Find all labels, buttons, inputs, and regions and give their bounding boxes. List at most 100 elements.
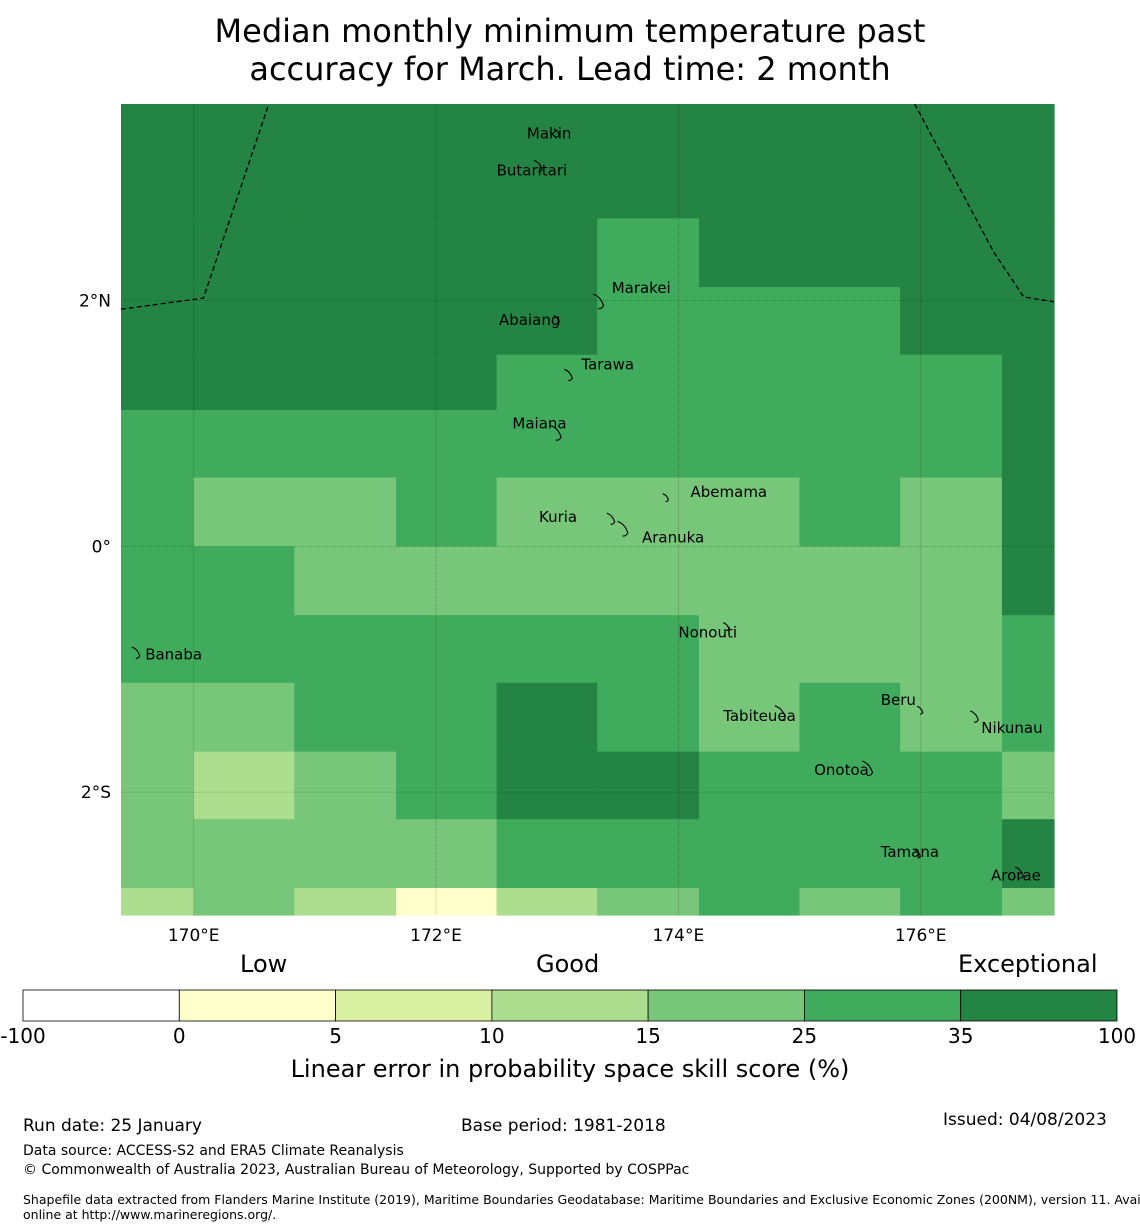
grid-cell	[900, 477, 1003, 547]
grid-cell	[1001, 819, 1055, 889]
grid-cell	[496, 354, 598, 411]
grid-cell	[193, 888, 295, 916]
grid-cell	[396, 218, 498, 288]
x-tick-label: 174°E	[653, 926, 705, 946]
grid-cell	[193, 477, 295, 547]
x-tick-label: 170°E	[168, 926, 220, 946]
grid-cell	[294, 354, 397, 411]
grid-cell	[294, 888, 397, 916]
grid-cell	[193, 615, 295, 684]
island-outline	[1014, 866, 1024, 879]
colorbar-tick-label: 100	[1098, 1024, 1136, 1048]
grid-cell	[294, 104, 397, 219]
colorbar: -100 0 5 10 15 25 35 100	[0, 989, 1136, 1048]
grid-cell	[121, 477, 195, 547]
grid-cell	[193, 546, 295, 616]
grid-cell	[193, 354, 295, 411]
island-label: Tamana	[880, 843, 939, 861]
grid-cell	[1001, 888, 1055, 916]
grid-cell	[900, 615, 1003, 684]
grid-cell	[1001, 546, 1055, 616]
colorbar-swatch	[647, 989, 805, 1022]
grid-cell	[396, 546, 498, 616]
grid-cell	[597, 354, 700, 411]
grid-cell	[294, 287, 397, 356]
x-tick-label: 172°E	[410, 926, 462, 946]
grid-cell	[699, 354, 801, 411]
colorbar-swatch	[960, 989, 1118, 1022]
island-label: Tabiteuea	[722, 707, 796, 725]
grid-cell	[900, 104, 1003, 219]
grid-cell	[396, 888, 498, 916]
grid-cell	[799, 888, 901, 916]
y-tick-label: 2°N	[79, 292, 111, 312]
island-outline	[131, 646, 141, 659]
grid-cell	[193, 819, 295, 889]
grid-cell	[1001, 615, 1055, 684]
colorbar-tick-label: 15	[635, 1024, 660, 1048]
grid-cell	[396, 287, 498, 356]
colorbar-tick-label: 25	[792, 1024, 817, 1048]
grid-cell	[121, 410, 195, 479]
grid-cell	[193, 104, 295, 219]
island-label: Abemama	[691, 483, 768, 501]
grid-cell	[597, 477, 700, 547]
island-outline	[774, 705, 786, 721]
island-outline	[606, 512, 616, 525]
grid-cell	[396, 819, 498, 889]
grid-cell	[799, 410, 901, 479]
y-tick-label: 0°	[92, 537, 111, 557]
grid-cell	[900, 410, 1003, 479]
grid-cell	[121, 287, 195, 356]
grid-cell	[799, 546, 901, 616]
base-period: Base period: 1981-2018	[461, 1116, 666, 1136]
colorbar-swatch	[178, 989, 337, 1022]
grid-cell	[294, 410, 397, 479]
grid-cell	[1001, 477, 1055, 547]
islands-layer: Makin Butaritari Marakei Abaiang Tarawa Maian…	[131, 124, 1043, 885]
colorbar-tick-label: 35	[948, 1024, 973, 1048]
grid-cell	[900, 751, 1003, 820]
colorbar-tick-label: 5	[329, 1024, 342, 1048]
island-outline	[553, 314, 560, 324]
grid-cell	[699, 615, 801, 684]
data-source: Data source: ACCESS-S2 and ERA5 Climate …	[23, 1143, 404, 1159]
grid-cell	[294, 477, 397, 547]
colorbar-good-label: Good	[536, 950, 600, 978]
colorbar-swatch	[804, 989, 962, 1022]
island-label: Beru	[881, 691, 916, 709]
grid-cell	[799, 682, 901, 753]
grid-cell	[294, 615, 397, 684]
grid-cell	[121, 354, 195, 411]
grid-cell	[799, 287, 901, 356]
island-outline	[662, 493, 669, 503]
grid-cell	[396, 477, 498, 547]
issued-date: Issued: 04/08/2023	[943, 1110, 1107, 1130]
grid-cell	[193, 751, 295, 820]
grid-cell	[1001, 682, 1055, 753]
grid-cell	[496, 104, 598, 219]
grid-cell	[699, 682, 801, 753]
grid-cell	[597, 218, 700, 288]
grid-cell	[799, 218, 901, 288]
island-label: Nikunau	[981, 719, 1042, 737]
island-label: Butaritari	[497, 161, 568, 179]
grid-cell	[900, 287, 1003, 356]
grid-cell	[496, 888, 598, 916]
grid-cell	[699, 477, 801, 547]
grid-cell	[193, 410, 295, 479]
grid-cell	[121, 751, 195, 820]
grid-cell	[496, 682, 598, 753]
grid-cell	[1001, 751, 1055, 820]
grid-cell	[900, 354, 1003, 411]
run-date: Run date: 25 January	[23, 1116, 202, 1136]
grid-cell	[396, 751, 498, 820]
grid-cell	[900, 888, 1003, 916]
grid-cell	[1001, 287, 1055, 356]
grid-cell	[900, 819, 1003, 889]
colorbar-tick-label: -100	[0, 1024, 45, 1048]
x-axis-ticks: 170°E 172°E 174°E 176°E	[168, 926, 947, 946]
grid-cell	[699, 751, 801, 820]
grid-cell	[193, 682, 295, 753]
